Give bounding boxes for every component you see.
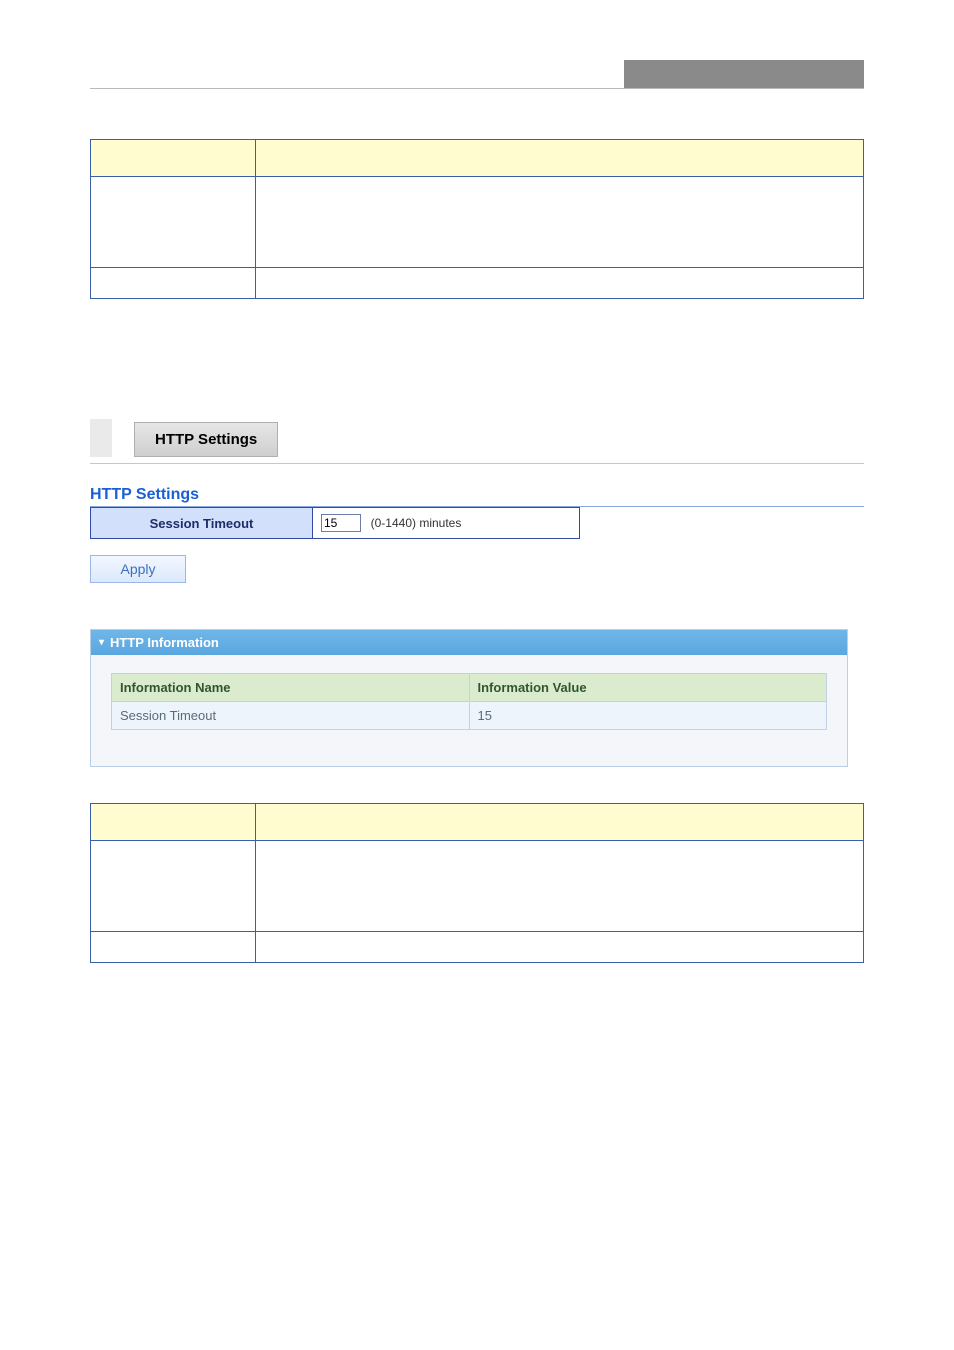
http-information-header[interactable]: ▾ HTTP Information	[91, 630, 847, 655]
table-row	[91, 841, 864, 932]
apply-button[interactable]: Apply	[90, 555, 186, 583]
info-col-value: Information Value	[469, 674, 827, 702]
table-cell	[91, 177, 256, 268]
info-header-row: Information Name Information Value	[112, 674, 827, 702]
apply-label: Apply	[120, 561, 155, 577]
http-settings-tab[interactable]: HTTP Settings	[134, 422, 278, 457]
tab-row: HTTP Settings	[90, 419, 864, 457]
table-header-row	[91, 804, 864, 841]
table-cell	[256, 932, 864, 963]
session-timeout-label: Session Timeout	[91, 508, 313, 539]
table-row	[91, 932, 864, 963]
tab-underline	[90, 463, 864, 464]
table-cell	[91, 841, 256, 932]
lower-blank-table	[90, 803, 864, 963]
http-settings-section: HTTP Settings HTTP Settings Session Time…	[90, 419, 864, 767]
table-header-cell	[91, 804, 256, 841]
info-col-name: Information Name	[112, 674, 470, 702]
tab-label: HTTP Settings	[155, 431, 257, 448]
info-title: HTTP Information	[110, 635, 219, 650]
info-table: Information Name Information Value Sessi…	[111, 673, 827, 730]
settings-row: Session Timeout (0-1440) minutes	[91, 508, 580, 539]
table-header-cell	[91, 140, 256, 177]
table-cell	[256, 841, 864, 932]
http-information-panel: ▾ HTTP Information Information Name Info…	[90, 629, 848, 767]
table-cell	[91, 932, 256, 963]
table-row	[91, 268, 864, 299]
upper-blank-table	[90, 139, 864, 299]
table-header-cell	[256, 804, 864, 841]
settings-table: Session Timeout (0-1440) minutes	[90, 507, 580, 539]
table-header-row	[91, 140, 864, 177]
info-row-name: Session Timeout	[112, 702, 470, 730]
top-gray-block	[624, 60, 864, 88]
table-header-cell	[256, 140, 864, 177]
info-row: Session Timeout 15	[112, 702, 827, 730]
range-note: (0-1440) minutes	[371, 516, 462, 530]
info-row-value: 15	[469, 702, 827, 730]
table-cell	[256, 268, 864, 299]
info-body: Information Name Information Value Sessi…	[91, 655, 847, 766]
top-divider	[90, 60, 864, 89]
chevron-down-icon: ▾	[99, 637, 104, 648]
session-timeout-input[interactable]	[321, 514, 361, 532]
session-timeout-cell: (0-1440) minutes	[313, 508, 580, 539]
tab-left-pad	[90, 419, 112, 457]
table-cell	[256, 177, 864, 268]
table-row	[91, 177, 864, 268]
http-settings-subtitle: HTTP Settings	[90, 486, 864, 504]
page: HTTP Settings HTTP Settings Session Time…	[0, 0, 954, 1023]
table-cell	[91, 268, 256, 299]
